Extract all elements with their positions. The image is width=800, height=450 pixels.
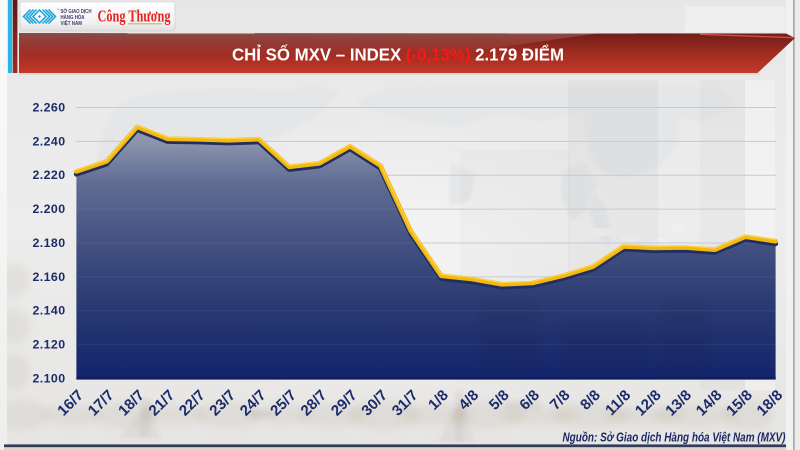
svg-text:2.100: 2.100 <box>33 372 66 386</box>
svg-text:VIỆT NAM: VIỆT NAM <box>61 19 83 27</box>
svg-text:2.200: 2.200 <box>33 202 66 216</box>
svg-text:2.180: 2.180 <box>33 236 66 250</box>
svg-text:2.160: 2.160 <box>33 270 66 284</box>
svg-text:Nguồn: Sở Giao dịch Hàng hóa V: Nguồn: Sở Giao dịch Hàng hóa Việt Nam (M… <box>563 431 786 445</box>
svg-text:HÀNG HÓA: HÀNG HÓA <box>61 13 85 21</box>
svg-text:2.140: 2.140 <box>33 304 66 318</box>
svg-text:CHỈ SỐ MXV – INDEX (-0,13%) 2.: CHỈ SỐ MXV – INDEX (-0,13%) 2.179 ĐIỂM <box>232 44 564 65</box>
svg-text:2.260: 2.260 <box>33 101 66 115</box>
svg-text:™: ™ <box>57 8 61 12</box>
svg-text:2.120: 2.120 <box>33 338 66 352</box>
svg-text:2.240: 2.240 <box>33 134 66 148</box>
svg-text:SỞ GIAO DỊCH: SỞ GIAO DỊCH <box>61 8 92 15</box>
svg-text:Công Thương: Công Thương <box>98 7 172 26</box>
svg-text:2.220: 2.220 <box>33 168 66 182</box>
